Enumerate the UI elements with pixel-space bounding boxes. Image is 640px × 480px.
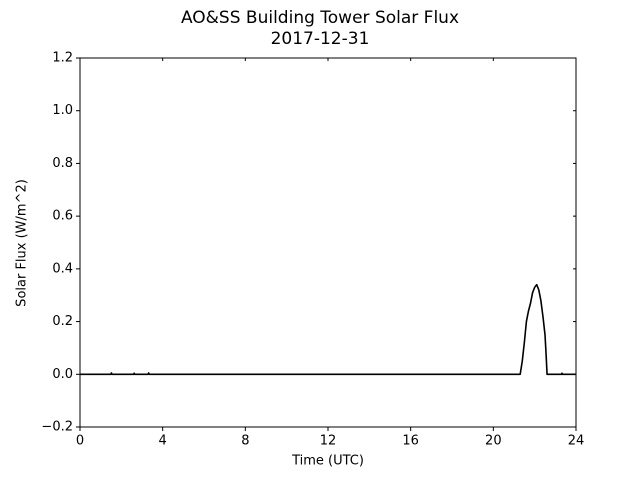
x-tick-label: 12 bbox=[320, 434, 337, 449]
y-tick-label: 0.6 bbox=[52, 209, 73, 224]
y-tick-label: −0.2 bbox=[41, 420, 73, 435]
x-axis-label: Time (UTC) bbox=[291, 454, 364, 469]
y-tick-label: 1.0 bbox=[52, 103, 73, 118]
x-tick-label: 16 bbox=[402, 434, 419, 449]
x-tick-label: 24 bbox=[568, 434, 585, 449]
data-line bbox=[80, 283, 576, 376]
x-tick-label: 20 bbox=[485, 434, 502, 449]
y-axis-label: Solar Flux (W/m^2) bbox=[15, 179, 30, 307]
x-tick-label: 8 bbox=[241, 434, 249, 449]
x-tick-label: 4 bbox=[159, 434, 167, 449]
plot-frame bbox=[79, 57, 577, 428]
x-tick-label: 0 bbox=[76, 434, 84, 449]
chart-title: AO&SS Building Tower Solar Flux bbox=[181, 8, 459, 28]
chart-subtitle: 2017-12-31 bbox=[271, 29, 370, 49]
y-tick-label: 0.2 bbox=[52, 314, 73, 329]
y-tick-label: 0.0 bbox=[52, 367, 73, 382]
y-tick-label: 0.4 bbox=[52, 261, 73, 276]
y-tick-label: 0.8 bbox=[52, 156, 73, 171]
y-tick-label: 1.2 bbox=[52, 51, 73, 66]
